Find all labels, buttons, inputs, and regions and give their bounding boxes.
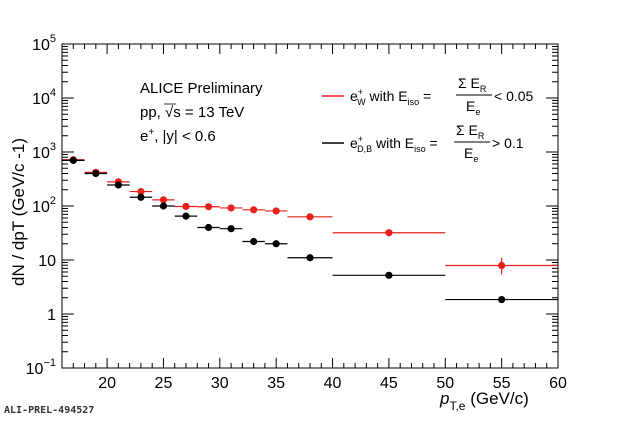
data-point [182,202,190,211]
data-point [498,295,506,304]
x-tick-label: 45 [380,375,398,392]
legend-frac-den-heavy-flavour: Ee [464,145,478,164]
x-tick-label: 35 [267,375,285,392]
x-tick-label: 55 [493,375,511,392]
x-tick-label: 40 [324,375,342,392]
data-point [250,237,258,246]
y-tick-label: 10 [38,253,56,270]
legend-frac-den-wboson: Ee [466,98,480,117]
data-point [385,229,393,237]
data-point [114,181,122,189]
data-point [306,254,314,262]
data-point [306,213,314,221]
legend-frac-num-wboson: Σ ER [458,75,487,94]
data-point [159,196,168,204]
annotation-energy: pp, √s = 13 TeV [140,104,244,121]
data-point [272,207,280,215]
data-point [498,261,506,270]
y-axis-title: dN / dpT (GeV/c -1) [9,138,28,286]
x-tick-label: 20 [98,375,116,392]
y-tick-label: 102 [32,195,56,216]
data-point [69,156,77,164]
y-tick-label: 10−1 [26,357,56,378]
legend-label-heavy-flavour: e+ D,B with Eiso = [350,134,438,154]
data-point [227,225,235,233]
data-point [204,223,213,232]
legend-cut-wboson: < 0.05 [494,88,534,104]
data-point [137,187,145,196]
x-axis: 20 25 30 35 40 45 50 55 60 [61,44,567,392]
data-point [137,193,145,201]
x-tick-label: 30 [211,375,229,392]
legend-entry-heavy-flavour: e+ D,B with Eiso = Σ ER Ee > 0.1 [322,122,524,164]
y-tick-label: 103 [32,141,56,162]
preliminary-id-label: ALI-PREL-494527 [4,405,95,416]
data-point [385,271,393,279]
y-tick-label: 104 [32,87,56,108]
data-point [272,240,280,248]
series-layer [62,156,558,304]
legend-entry-wboson: e+ W with Eiso = Σ ER Ee < 0.05 [322,75,534,117]
data-point [92,169,100,178]
data-point [250,206,258,214]
data-point [227,204,235,212]
legend: e+ W with Eiso = Σ ER Ee < 0.05 e+ D,B wit… [322,75,534,164]
legend-cut-heavy-flavour: > 0.1 [492,135,524,151]
y-tick-label: 105 [32,33,56,54]
series-1 [62,156,558,304]
x-tick-label: 50 [436,375,454,392]
y-tick-label: 1 [47,307,56,324]
data-point [182,212,190,220]
annotation-acceptance: e+, |y| < 0.6 [140,127,216,145]
legend-frac-num-heavy-flavour: Σ ER [456,122,485,141]
legend-label-wboson: e+ W with Eiso = [350,87,431,107]
y-axis: 10−1 1 10 102 103 104 105 [26,33,558,378]
x-tick-label: 25 [155,375,173,392]
annotation-collaboration: ALICE Preliminary [140,80,263,97]
data-point [159,202,168,210]
x-tick-label: 60 [549,375,567,392]
x-axis-title: pT,e (GeV/c) [439,389,529,413]
data-point [204,203,213,211]
